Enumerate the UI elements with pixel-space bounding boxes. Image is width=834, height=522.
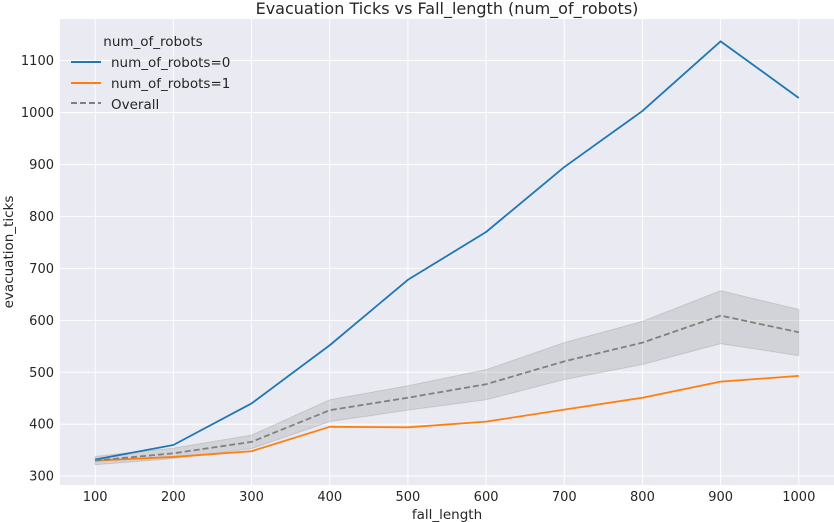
series-lines — [95, 40, 800, 462]
legend-label-series-1: num_of_robots=1 — [111, 76, 230, 92]
y-tick-label-7: 1000 — [21, 106, 54, 121]
series-line-2 — [95, 314, 800, 462]
x-axis-label: fall_length — [412, 507, 482, 522]
ci-band-series-2 — [94, 290, 800, 466]
grid — [60, 19, 834, 485]
legend: num_of_robots num_of_robots=0 num_of_rob… — [71, 34, 230, 113]
x-tick-label-7: 800 — [630, 490, 655, 505]
confidence-bands — [94, 290, 800, 466]
x-tick-label-6: 700 — [552, 490, 577, 505]
y-tick-label-1: 400 — [29, 418, 54, 433]
x-tick-label-0: 100 — [83, 490, 108, 505]
x-tick-label-1: 200 — [161, 490, 186, 505]
y-tick-label-6: 900 — [29, 158, 54, 173]
plot-area — [60, 19, 834, 485]
legend-label-series-0: num_of_robots=0 — [111, 55, 230, 71]
x-tick-label-5: 600 — [474, 490, 499, 505]
y-tick-label-4: 700 — [29, 262, 54, 277]
chart-title: Evacuation Ticks vs Fall_length (num_of_… — [256, 0, 639, 19]
x-tick-label-8: 900 — [708, 490, 733, 505]
x-tick-labels: 100 200 300 400 500 600 700 800 900 1000 — [83, 490, 816, 505]
x-tick-label-3: 400 — [317, 490, 342, 505]
x-tick-label-2: 300 — [239, 490, 264, 505]
y-tick-label-8: 1100 — [21, 54, 54, 69]
y-tick-label-0: 300 — [29, 470, 54, 485]
y-tick-labels: 300 400 500 600 700 800 900 1000 1100 — [21, 54, 54, 485]
legend-label-series-2: Overall — [111, 97, 159, 113]
series-line-0 — [95, 40, 800, 461]
legend-title: num_of_robots — [103, 34, 202, 50]
y-tick-label-2: 500 — [29, 366, 54, 381]
series-line-1 — [95, 375, 799, 462]
y-tick-label-3: 600 — [29, 314, 54, 329]
y-axis-label: evacuation_ticks — [1, 196, 17, 309]
y-tick-label-5: 800 — [29, 210, 54, 225]
x-tick-label-9: 1000 — [782, 490, 815, 505]
x-tick-label-4: 500 — [395, 490, 420, 505]
